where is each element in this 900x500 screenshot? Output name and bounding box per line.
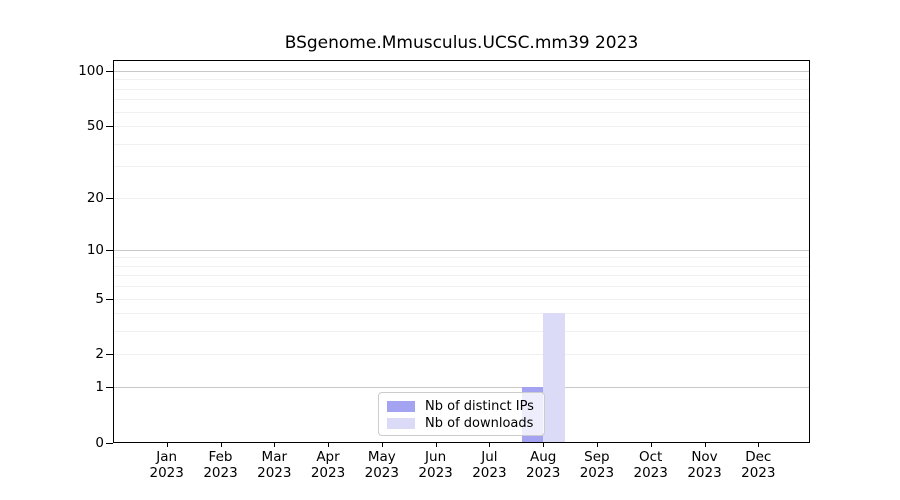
- chart-title: BSgenome.Mmusculus.UCSC.mm39 2023: [284, 33, 639, 53]
- x-label-month: Oct: [639, 449, 663, 465]
- x-label-year: 2023: [364, 465, 399, 481]
- x-label-month: Jul: [481, 449, 498, 465]
- x-label-month: Mar: [261, 449, 288, 465]
- y-tick-label-20: 20: [86, 189, 104, 206]
- x-label-month: Nov: [691, 449, 718, 465]
- x-label-month: Sep: [584, 449, 610, 465]
- x-tick-mark-jul: [489, 443, 491, 447]
- gridline-minor-9: [113, 257, 810, 259]
- x-tick-label-jun: Jun 2023: [418, 449, 452, 481]
- x-label-month: Aug: [529, 449, 557, 465]
- x-label-year: 2023: [149, 465, 184, 481]
- x-tick-mark-feb: [220, 443, 222, 447]
- legend-swatch-downloads: [387, 418, 415, 429]
- gridline-major-1: [113, 387, 810, 389]
- y-tick-label-5: 5: [95, 290, 104, 307]
- x-tick-label-oct: Oct 2023: [634, 449, 668, 481]
- y-tick-mark-50: [106, 126, 113, 128]
- x-tick-mark-may: [381, 443, 383, 447]
- gridline-minor-8: [113, 265, 810, 267]
- y-tick-label-1: 1: [95, 379, 104, 396]
- legend: Nb of distinct IPs Nb of downloads: [378, 392, 545, 436]
- y-tick-label-2: 2: [95, 346, 104, 363]
- x-label-year: 2023: [418, 465, 453, 481]
- x-tick-mark-nov: [704, 443, 706, 447]
- gridline-minor-7: [113, 275, 810, 277]
- gridline-minor-40: [113, 143, 810, 145]
- y-tick-label-50: 50: [86, 118, 104, 135]
- legend-swatch-distinct-ips: [387, 401, 415, 412]
- x-tick-mark-sep: [596, 443, 598, 447]
- x-label-year: 2023: [579, 465, 615, 481]
- x-label-year: 2023: [203, 465, 238, 481]
- gridline-minor-6: [113, 286, 810, 288]
- legend-item-downloads: Nb of downloads: [387, 415, 544, 432]
- x-label-year: 2023: [526, 465, 561, 481]
- plot-area: [113, 60, 810, 443]
- y-tick-mark-1: [106, 387, 113, 389]
- y-tick-label-100: 100: [78, 63, 104, 79]
- gridline-minor-80: [113, 88, 810, 90]
- x-label-month: Jun: [425, 449, 447, 465]
- y-tick-label-0: 0: [95, 435, 104, 451]
- y-tick-mark-10: [106, 249, 113, 251]
- gridline-minor-2: [113, 354, 810, 356]
- x-label-year: 2023: [633, 465, 668, 481]
- gridline-minor-20: [113, 197, 810, 199]
- x-label-year: 2023: [472, 465, 507, 481]
- x-tick-mark-jun: [435, 443, 437, 447]
- legend-item-distinct-ips: Nb of distinct IPs: [387, 398, 544, 415]
- x-label-year: 2023: [310, 465, 346, 481]
- gridline-minor-60: [113, 111, 810, 113]
- x-tick-label-dec: Dec 2023: [741, 449, 775, 481]
- x-label-year: 2023: [257, 465, 292, 481]
- x-label-month: Jan: [156, 449, 178, 465]
- x-tick-label-apr: Apr 2023: [311, 449, 345, 481]
- gridline-major-10: [113, 249, 810, 251]
- x-tick-label-feb: Feb 2023: [203, 449, 237, 481]
- x-tick-label-jul: Jul 2023: [472, 449, 506, 481]
- y-tick-mark-0: [106, 443, 113, 444]
- x-tick-label-jan: Jan 2023: [150, 449, 184, 481]
- y-tick-mark-100: [106, 71, 113, 72]
- bar-nb-of-downloads-aug: [543, 313, 565, 443]
- legend-label-distinct-ips: Nb of distinct IPs: [425, 398, 534, 414]
- x-tick-label-may: May 2023: [365, 449, 399, 481]
- y-tick-mark-2: [106, 354, 113, 356]
- x-tick-mark-mar: [274, 443, 276, 447]
- x-tick-label-sep: Sep 2023: [580, 449, 614, 481]
- gridline-minor-4: [113, 313, 810, 315]
- gridline-minor-50: [113, 126, 810, 128]
- x-tick-label-nov: Nov 2023: [687, 449, 721, 481]
- x-tick-mark-oct: [650, 443, 652, 447]
- x-tick-label-aug: Aug 2023: [526, 449, 560, 481]
- gridline-minor-3: [113, 331, 810, 333]
- gridline-minor-90: [113, 79, 810, 81]
- y-tick-mark-20: [106, 197, 113, 199]
- x-label-month: Apr: [316, 449, 340, 465]
- legend-label-downloads: Nb of downloads: [425, 415, 534, 431]
- x-tick-mark-jan: [166, 443, 168, 447]
- x-tick-mark-apr: [328, 443, 329, 447]
- y-tick-label-10: 10: [86, 241, 104, 258]
- x-label-month: May: [367, 449, 396, 465]
- y-tick-mark-5: [106, 298, 113, 300]
- x-tick-mark-dec: [758, 443, 760, 447]
- gridline-minor-5: [113, 298, 810, 300]
- x-label-year: 2023: [687, 465, 722, 481]
- x-label-month: Feb: [208, 449, 233, 465]
- x-tick-mark-aug: [543, 443, 545, 447]
- gridline-minor-30: [113, 166, 810, 168]
- gridline-major-100: [113, 71, 810, 72]
- gridline-minor-70: [113, 99, 810, 101]
- x-tick-label-mar: Mar 2023: [257, 449, 291, 481]
- x-label-year: 2023: [741, 465, 776, 481]
- x-label-month: Dec: [745, 449, 772, 465]
